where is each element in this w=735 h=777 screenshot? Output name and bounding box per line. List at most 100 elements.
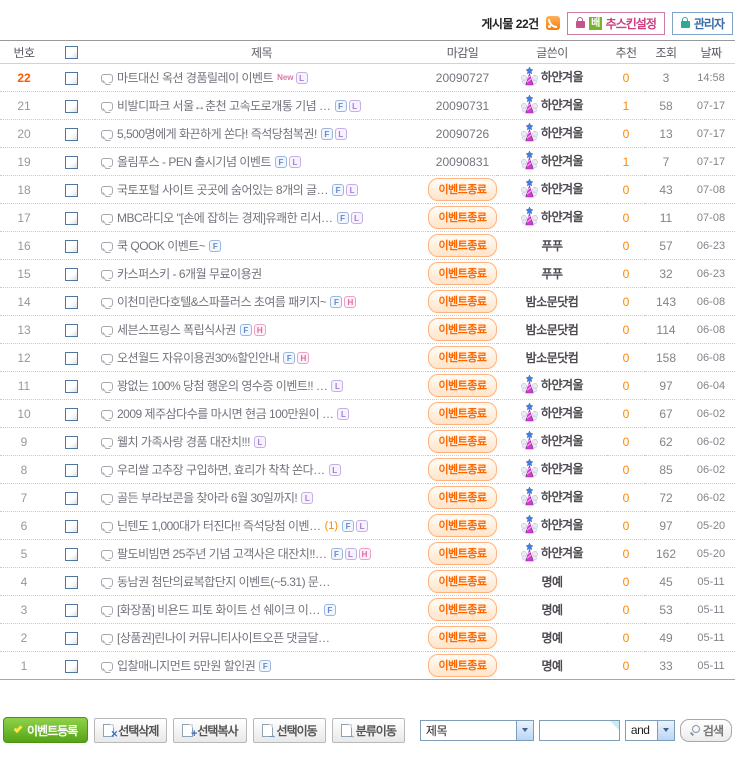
writer-name[interactable]: 하얀겨울 <box>540 153 584 168</box>
post-date: 07-17 <box>696 127 726 140</box>
row-checkbox[interactable] <box>65 239 78 253</box>
move-selected-label: 선택이동 <box>276 723 318 738</box>
row-checkbox[interactable] <box>65 351 78 365</box>
comment-count[interactable]: (1) <box>324 519 339 532</box>
row-checkbox[interactable] <box>65 211 78 225</box>
post-title-link[interactable]: 입찰매니지먼트 5만원 할인권 <box>117 659 256 673</box>
ended-badge: 이벤트종료 <box>428 402 497 425</box>
post-title-link[interactable]: 국토포털 사이트 곳곳에 숨어있는 8개의 글… <box>117 183 329 197</box>
row-checkbox[interactable] <box>65 155 78 169</box>
writer-name[interactable]: 하얀겨울 <box>540 433 584 448</box>
skin-settings-button[interactable]: 배 추스킨설정 <box>566 11 665 35</box>
post-title-link[interactable]: 올림푸스 - PEN 출시기념 이벤트 <box>117 155 271 169</box>
writer-name[interactable]: 하얀겨울 <box>540 461 584 476</box>
post-title-link[interactable]: 세븐스프링스 폭립식사권 <box>117 323 236 337</box>
row-checkbox[interactable] <box>65 435 78 449</box>
post-title-link[interactable]: 카스퍼스키 - 6개월 무료이용권 <box>117 267 262 281</box>
recommend-count: 0 <box>622 658 630 673</box>
col-header-writer: 글쓴이 <box>536 45 568 60</box>
row-checkbox[interactable] <box>65 295 78 309</box>
writer-name[interactable]: 하얀겨울 <box>540 69 584 84</box>
writer-name[interactable]: 하얀겨울 <box>540 97 584 112</box>
admin-button[interactable]: 관리자 <box>671 11 733 35</box>
writer-name[interactable]: 명예 <box>541 575 563 589</box>
writer-name[interactable]: 하얀겨울 <box>540 181 584 196</box>
row-checkbox[interactable] <box>65 127 78 141</box>
writer-name[interactable]: 푸푸 <box>541 239 563 253</box>
writer-name[interactable]: 밤소문닷컴 <box>525 295 579 309</box>
writer-name[interactable]: 밤소문닷컴 <box>525 351 579 365</box>
ended-badge: 이벤트종료 <box>428 542 497 565</box>
post-title-link[interactable]: 5,500명에게 화끈하게 쏜다! 즉석당첨복권! <box>117 127 317 141</box>
post-title-link[interactable]: 마트대신 옥션 경품릴레이 이벤트 <box>117 71 274 85</box>
row-checkbox[interactable] <box>65 603 78 617</box>
post-date: 05-11 <box>697 659 725 672</box>
post-title-link[interactable]: 오션월드 자유이용권30%할인안내 <box>117 351 280 365</box>
flag-H-icon: H <box>297 351 310 364</box>
row-checkbox[interactable] <box>65 323 78 337</box>
writer-name[interactable]: 푸푸 <box>541 267 563 281</box>
select-all-checkbox[interactable] <box>65 46 78 60</box>
rss-icon[interactable] <box>545 16 560 30</box>
recommend-count: 0 <box>622 602 630 617</box>
post-title-link[interactable]: 동남권 첨단의료복합단지 이벤트(~5.31) 문… <box>117 575 330 589</box>
move-selected-button[interactable]: 선택이동 <box>252 717 326 743</box>
row-checkbox[interactable] <box>65 491 78 505</box>
post-title-link[interactable]: 우리쌀 고추장 구입하면, 효리가 착착 쏜다… <box>117 463 325 477</box>
writer-name[interactable]: 명예 <box>541 603 563 617</box>
comment-bubble-icon <box>101 493 113 503</box>
post-title-link[interactable]: 비발디파크 서울↔춘천 고속도로개통 기념 … <box>117 99 331 113</box>
post-title-link[interactable]: [상품권]린나이 커뮤니티사이트오픈 댓글달… <box>117 631 330 645</box>
writer-name[interactable]: 하얀겨울 <box>540 209 584 224</box>
search-input[interactable] <box>538 719 620 741</box>
writer-name[interactable]: 명예 <box>541 659 563 673</box>
writer-name[interactable]: 하얀겨울 <box>540 377 584 392</box>
flag-H-icon: H <box>358 547 371 560</box>
row-checkbox[interactable] <box>65 267 78 281</box>
post-title-link[interactable]: 쿡 QOOK 이벤트~ <box>117 239 206 253</box>
post-title-link[interactable]: [화장품] 비욘드 피토 화이트 선 쉐이크 이… <box>117 603 320 617</box>
flag-H-icon: H <box>253 323 266 336</box>
row-checkbox[interactable] <box>65 547 78 561</box>
post-title-link[interactable]: 웰치 가족사랑 경품 대잔치!!! <box>117 435 250 449</box>
row-checkbox[interactable] <box>65 519 78 533</box>
event-register-button[interactable]: 이벤트등록 <box>3 717 89 743</box>
writer-name[interactable]: 하얀겨울 <box>540 545 584 560</box>
post-title-link[interactable]: 골든 부라보콘을 찾아라 6월 30일까지! <box>117 491 298 505</box>
view-count: 58 <box>659 98 673 113</box>
row-checkbox[interactable] <box>65 99 78 113</box>
post-title-link[interactable]: 꽝없는 100% 당첨 행운의 영수증 이벤트!! … <box>117 379 328 393</box>
row-checkbox[interactable] <box>65 575 78 589</box>
copy-selected-label: 선택복사 <box>197 723 238 738</box>
search-button[interactable]: 검색 <box>679 718 732 742</box>
view-count: 13 <box>659 126 673 141</box>
delete-selected-button[interactable]: 선택삭제 <box>94 717 168 743</box>
copy-selected-button[interactable]: 선택복사 <box>173 717 247 743</box>
writer-name[interactable]: 하얀겨울 <box>540 125 584 140</box>
row-checkbox[interactable] <box>65 71 78 85</box>
category-move-button[interactable]: 분류이동 <box>331 717 405 743</box>
row-checkbox[interactable] <box>65 631 78 645</box>
writer-name[interactable]: 하얀겨울 <box>540 405 584 420</box>
table-row: 9 웰치 가족사랑 경품 대잔치!!! L 이벤트종료 <box>0 428 735 456</box>
view-count: 32 <box>659 266 673 281</box>
search-field-select[interactable]: 제목 <box>419 719 534 741</box>
writer-name[interactable]: 밤소문닷컴 <box>525 323 579 337</box>
writer-name[interactable]: 하얀겨울 <box>540 489 584 504</box>
search-input-wrap <box>538 719 620 741</box>
writer-name[interactable]: 명예 <box>541 631 563 645</box>
row-checkbox[interactable] <box>65 183 78 197</box>
post-title-link[interactable]: 닌텐도 1,000대가 터진다!! 즉석당첨 이벤… <box>117 519 321 533</box>
post-title-link[interactable]: 2009 제주삼다수를 마시면 현금 100만원이 … <box>117 407 334 421</box>
row-checkbox[interactable] <box>65 379 78 393</box>
post-title-link[interactable]: 이천미란다호텔&스파플러스 초여름 패키지~ <box>117 295 327 309</box>
row-checkbox[interactable] <box>65 407 78 421</box>
post-title-link[interactable]: MBC라디오 "[손에 잡히는 경제]유쾌한 리서… <box>117 211 333 225</box>
search-operator-select[interactable]: and <box>624 719 675 741</box>
recommend-count: 0 <box>622 70 630 85</box>
post-title-link[interactable]: 팔도비빔면 25주년 기념 고객사은 대잔치!!… <box>117 547 327 561</box>
row-checkbox[interactable] <box>65 659 78 673</box>
search-field-value: 제목 <box>425 723 448 738</box>
row-checkbox[interactable] <box>65 463 78 477</box>
writer-name[interactable]: 하얀겨울 <box>540 517 584 532</box>
